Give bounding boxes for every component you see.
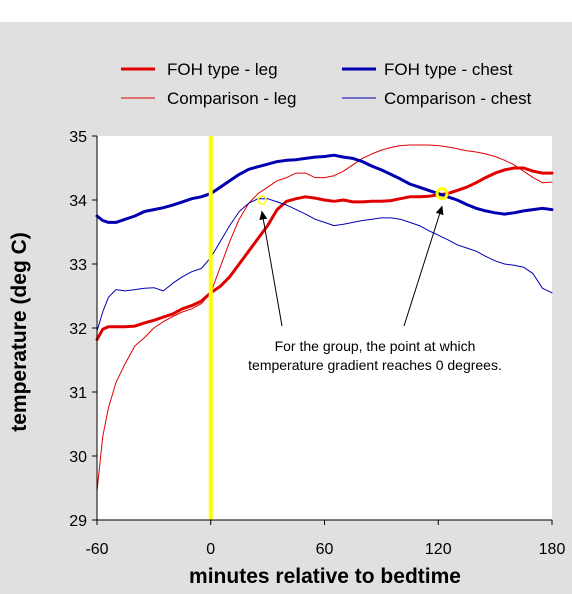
y-ticks: 29 30 31 32 33 34 35 [69, 129, 97, 530]
annotation-line-2: temperature gradient reaches 0 degrees. [248, 357, 502, 373]
x-tick-label: 180 [539, 541, 566, 558]
y-tick-label: 33 [69, 257, 87, 274]
x-axis-title: minutes relative to bedtime [189, 565, 461, 588]
annotation-line-1: For the group, the point at which [275, 338, 476, 354]
highlight-ring-2 [435, 187, 449, 201]
axes: 29 30 31 32 33 34 35 -60 0 60 120 180 [69, 129, 565, 558]
series-line-foh-type-chest [95, 153, 554, 224]
series-line-comparison-leg [96, 144, 553, 492]
legend: FOH type - leg FOH type - chest Comparis… [121, 60, 532, 108]
y-tick-label: 34 [69, 193, 87, 210]
plot-area [97, 136, 552, 520]
annotation: For the group, the point at which temper… [248, 205, 502, 373]
legend-label-3: Comparison - chest [384, 89, 532, 108]
y-tick-label: 29 [69, 513, 87, 530]
legend-label-2: FOH type - chest [384, 60, 513, 79]
x-tick-label: 120 [425, 541, 452, 558]
legend-label-1: Comparison - leg [167, 89, 296, 108]
annotation-arrows [259, 205, 444, 327]
annotation-arrow-2 [403, 205, 444, 327]
x-tick-label: -60 [85, 541, 108, 558]
legend-label-0: FOH type - leg [167, 60, 278, 79]
series-layer [95, 144, 554, 492]
x-ticks: -60 0 60 120 180 [85, 520, 565, 558]
y-tick-label: 30 [69, 449, 87, 466]
y-tick-label: 32 [69, 321, 87, 338]
series-line-comparison-chest [96, 198, 553, 332]
annotation-arrow-1 [259, 210, 283, 327]
x-tick-label: 0 [206, 541, 215, 558]
x-tick-label: 60 [316, 541, 334, 558]
y-tick-label: 35 [69, 129, 87, 146]
y-axis-title: temperature (deg C) [8, 232, 31, 432]
y-tick-label: 31 [69, 385, 87, 402]
series-line-foh-type-leg [95, 166, 554, 341]
highlight-layer [257, 187, 449, 205]
highlight-ring-1 [257, 195, 267, 205]
